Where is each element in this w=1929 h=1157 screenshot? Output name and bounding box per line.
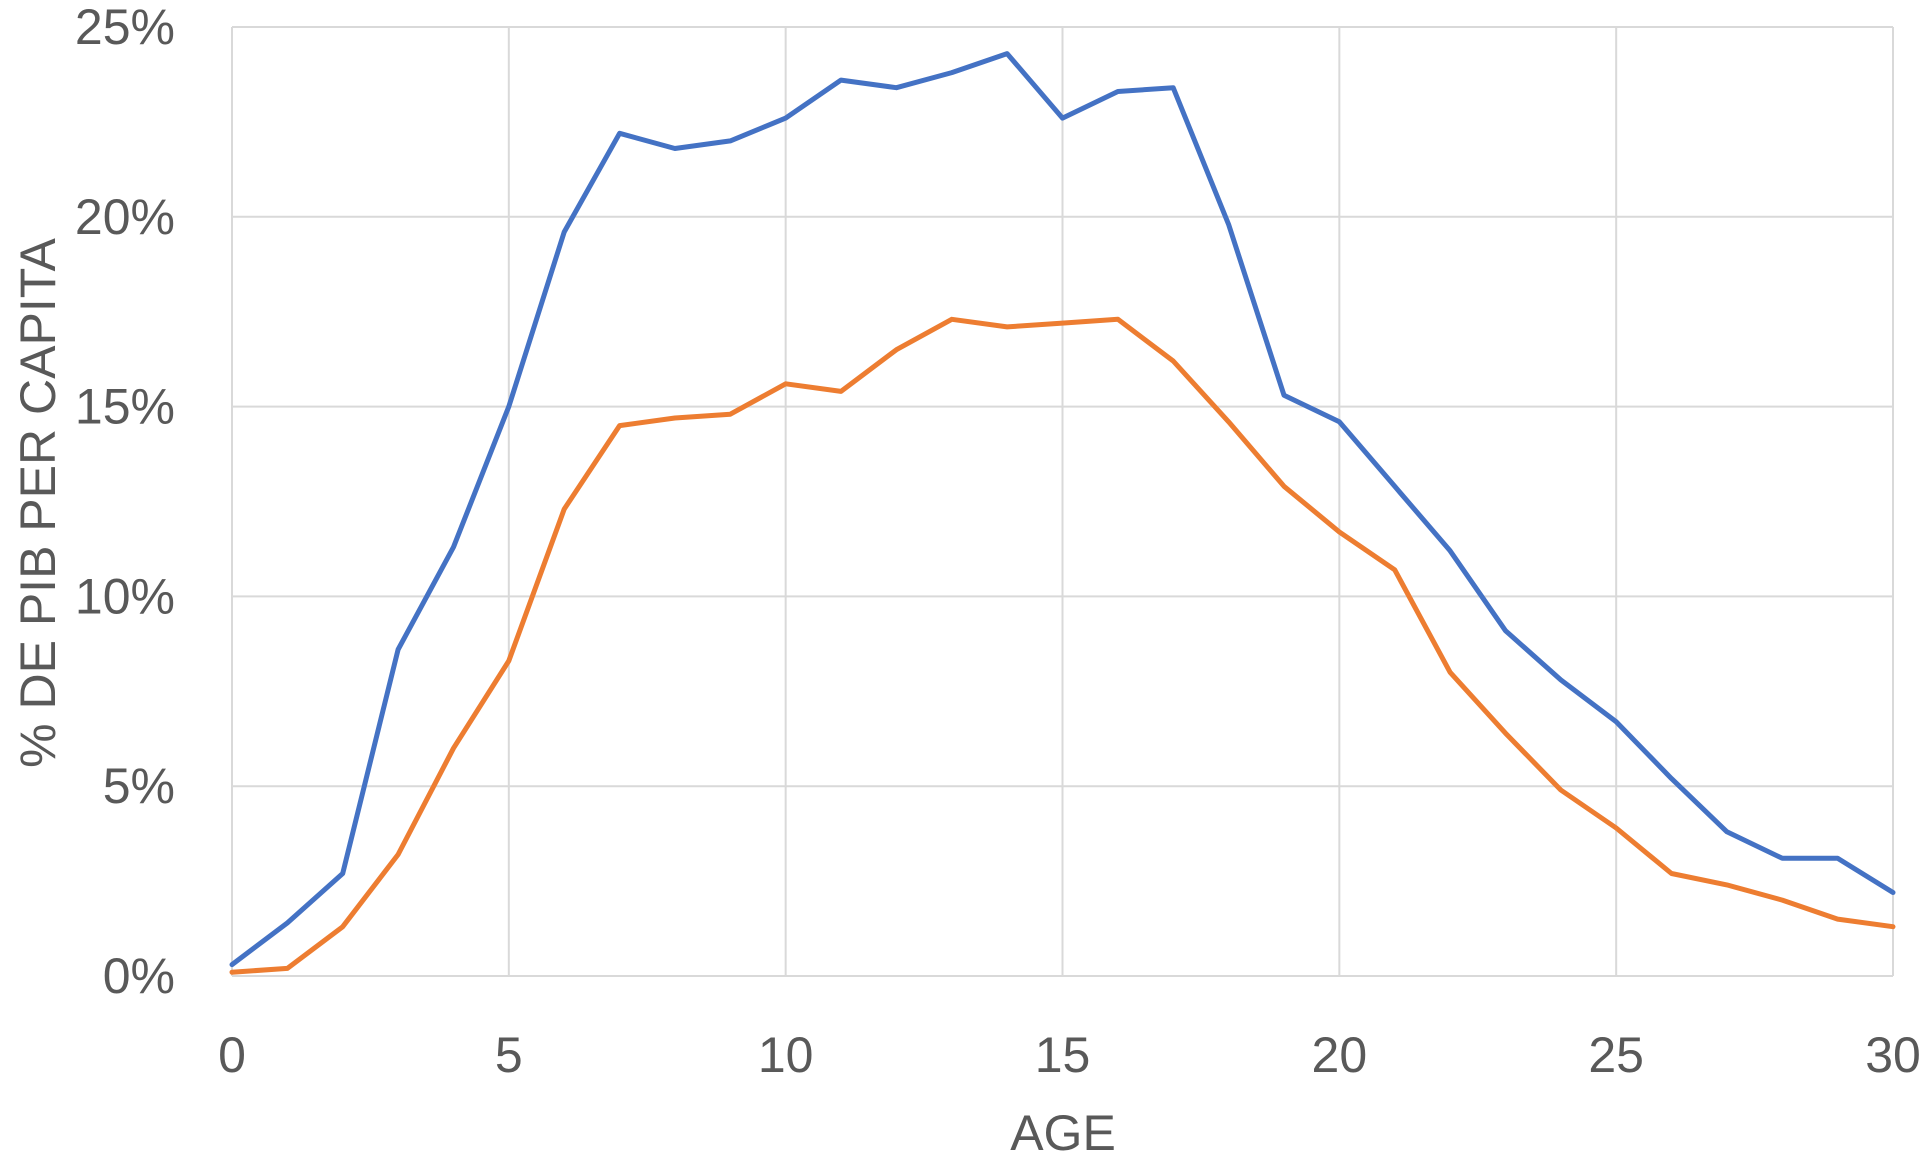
- y-tick-label: 20%: [75, 189, 175, 245]
- y-axis-title: % DE PIB PER CAPITA: [10, 237, 66, 767]
- x-tick-label: 15: [1035, 1027, 1091, 1083]
- x-axis-title: AGE: [1010, 1105, 1116, 1157]
- y-tick-label: 15%: [75, 379, 175, 435]
- y-tick-label: 10%: [75, 568, 175, 624]
- x-tick-label: 20: [1312, 1027, 1368, 1083]
- gridlines: [231, 26, 1894, 977]
- x-tick-label: 25: [1588, 1027, 1644, 1083]
- tick-labels: 0% 5% 10% 15% 20% 25% 0 5 10 15 20 25 30: [75, 0, 1921, 1083]
- x-tick-label: 0: [218, 1027, 246, 1083]
- y-tick-label: 25%: [75, 0, 175, 55]
- series-line-2: [229, 316, 1896, 975]
- series-line-1: [229, 51, 1896, 968]
- x-tick-label: 30: [1865, 1027, 1921, 1083]
- x-tick-label: 10: [758, 1027, 814, 1083]
- y-tick-label: 5%: [103, 758, 175, 814]
- y-tick-label: 0%: [103, 948, 175, 1004]
- series-lines: [229, 51, 1896, 975]
- x-tick-label: 5: [495, 1027, 523, 1083]
